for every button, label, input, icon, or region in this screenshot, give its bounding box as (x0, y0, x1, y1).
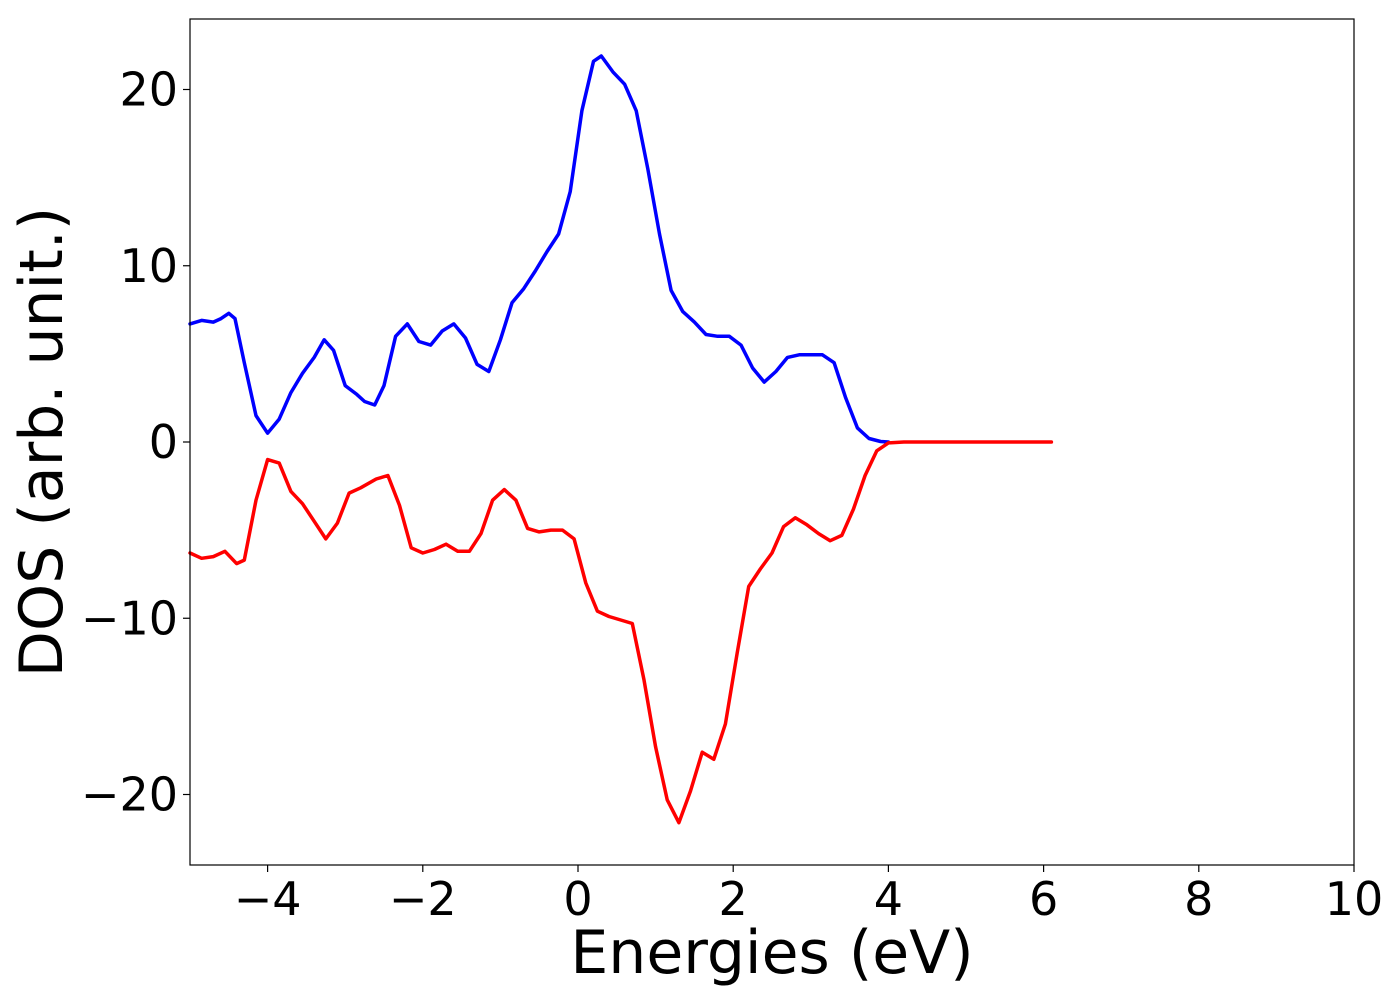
x-tick-label: 0 (563, 872, 592, 926)
series-layer (188, 54, 1054, 825)
x-tick-label: 8 (1184, 872, 1213, 926)
x-tick-label: 10 (1325, 872, 1384, 926)
x-axis: −4 −2 0 2 4 6 8 10 (234, 865, 1384, 926)
x-tick-label: 6 (1029, 872, 1058, 926)
series-line-2 (188, 440, 1054, 825)
x-tick-label: 4 (874, 872, 903, 926)
series-line-1 (188, 54, 891, 444)
y-tick-label: −20 (81, 768, 178, 822)
y-axis: −20 −10 0 10 20 (81, 63, 190, 822)
x-tick-label: 2 (719, 872, 748, 926)
y-tick-label: 10 (119, 239, 178, 293)
x-axis-label: Energies (eV) (570, 918, 973, 988)
y-tick-label: −10 (81, 591, 178, 645)
x-tick-label: −2 (389, 872, 457, 926)
y-tick-label: 0 (149, 415, 178, 469)
y-axis-label: DOS (arb. unit.) (7, 207, 77, 677)
x-tick-label: −4 (234, 872, 302, 926)
y-tick-label: 20 (119, 63, 178, 117)
